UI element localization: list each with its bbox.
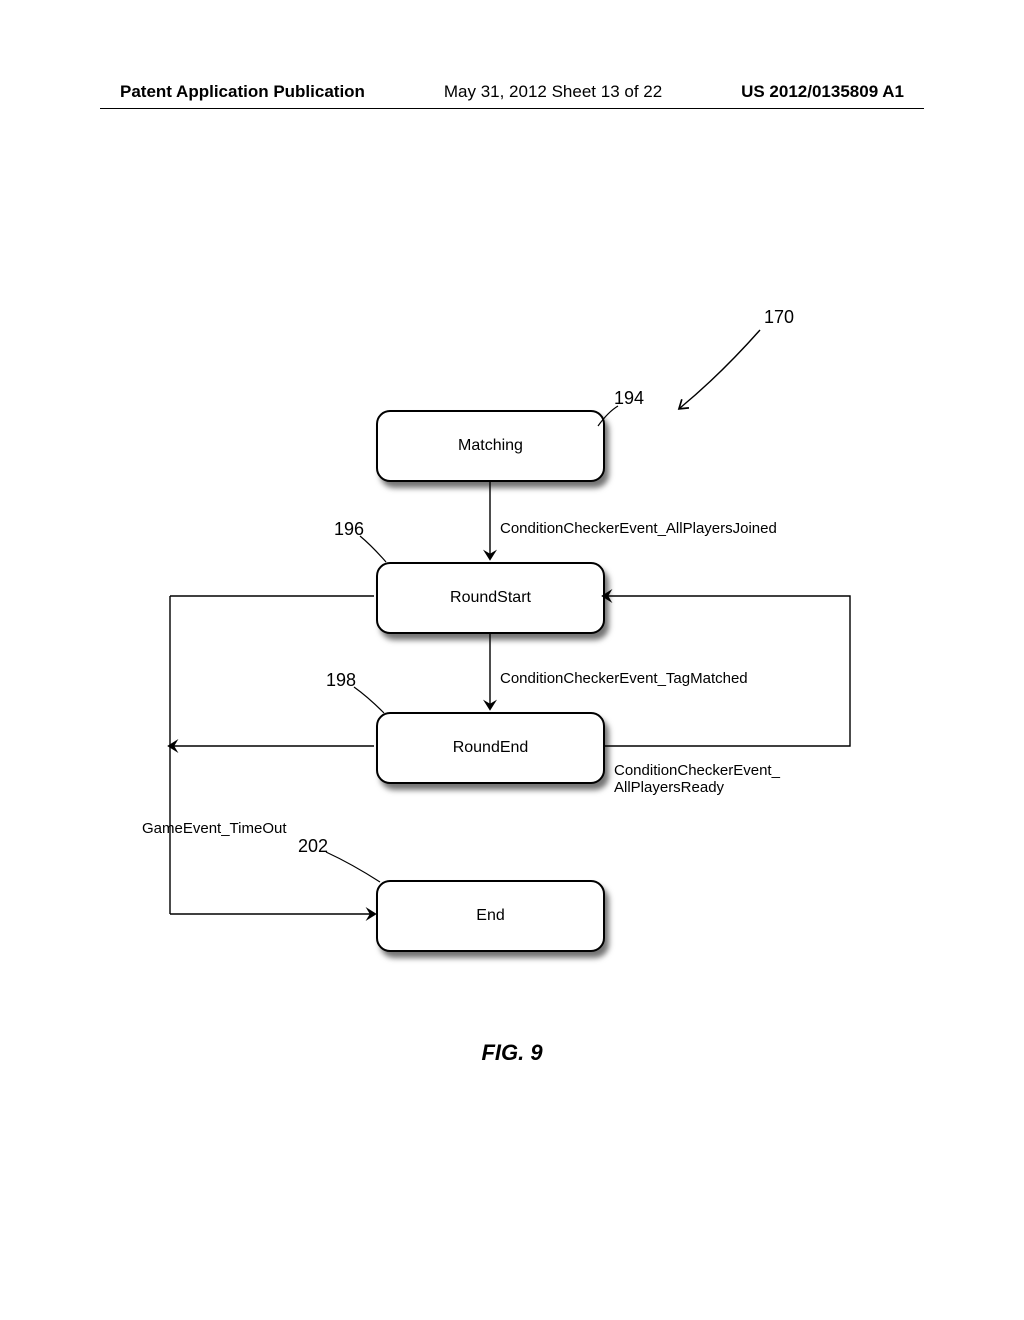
header-rule: [100, 108, 924, 109]
node-end-label: End: [378, 908, 603, 924]
edge-label-allplayersjoined: ConditionCheckerEvent_AllPlayersJoined: [500, 520, 777, 537]
edge-label-timeout: GameEvent_TimeOut: [142, 820, 287, 837]
header-left: Patent Application Publication: [120, 82, 365, 102]
node-roundend: RoundEnd: [376, 712, 605, 784]
header-mid: May 31, 2012 Sheet 13 of 22: [444, 82, 662, 102]
figure-caption: FIG. 9: [0, 1040, 1024, 1066]
edge-label-allplayersready: ConditionCheckerEvent_ AllPlayersReady: [614, 762, 780, 796]
ref-196-line: [358, 534, 392, 568]
node-end: End: [376, 880, 605, 952]
node-matching-label: Matching: [378, 438, 603, 454]
node-matching: Matching: [376, 410, 605, 482]
edge-roundstart-roundend: [480, 630, 500, 718]
edge-matching-roundstart: [480, 478, 500, 568]
edge-roundend-end: [160, 580, 390, 930]
node-roundstart-label: RoundStart: [378, 590, 603, 606]
header-right: US 2012/0135809 A1: [741, 82, 904, 102]
ref-main-arrow: [640, 320, 780, 420]
edge-roundend-roundstart: [600, 580, 870, 760]
page: Patent Application Publication May 31, 2…: [0, 0, 1024, 1320]
ref-194-line: [594, 404, 624, 434]
page-header: Patent Application Publication May 31, 2…: [0, 82, 1024, 102]
node-roundstart: RoundStart: [376, 562, 605, 634]
node-roundend-label: RoundEnd: [378, 740, 603, 756]
